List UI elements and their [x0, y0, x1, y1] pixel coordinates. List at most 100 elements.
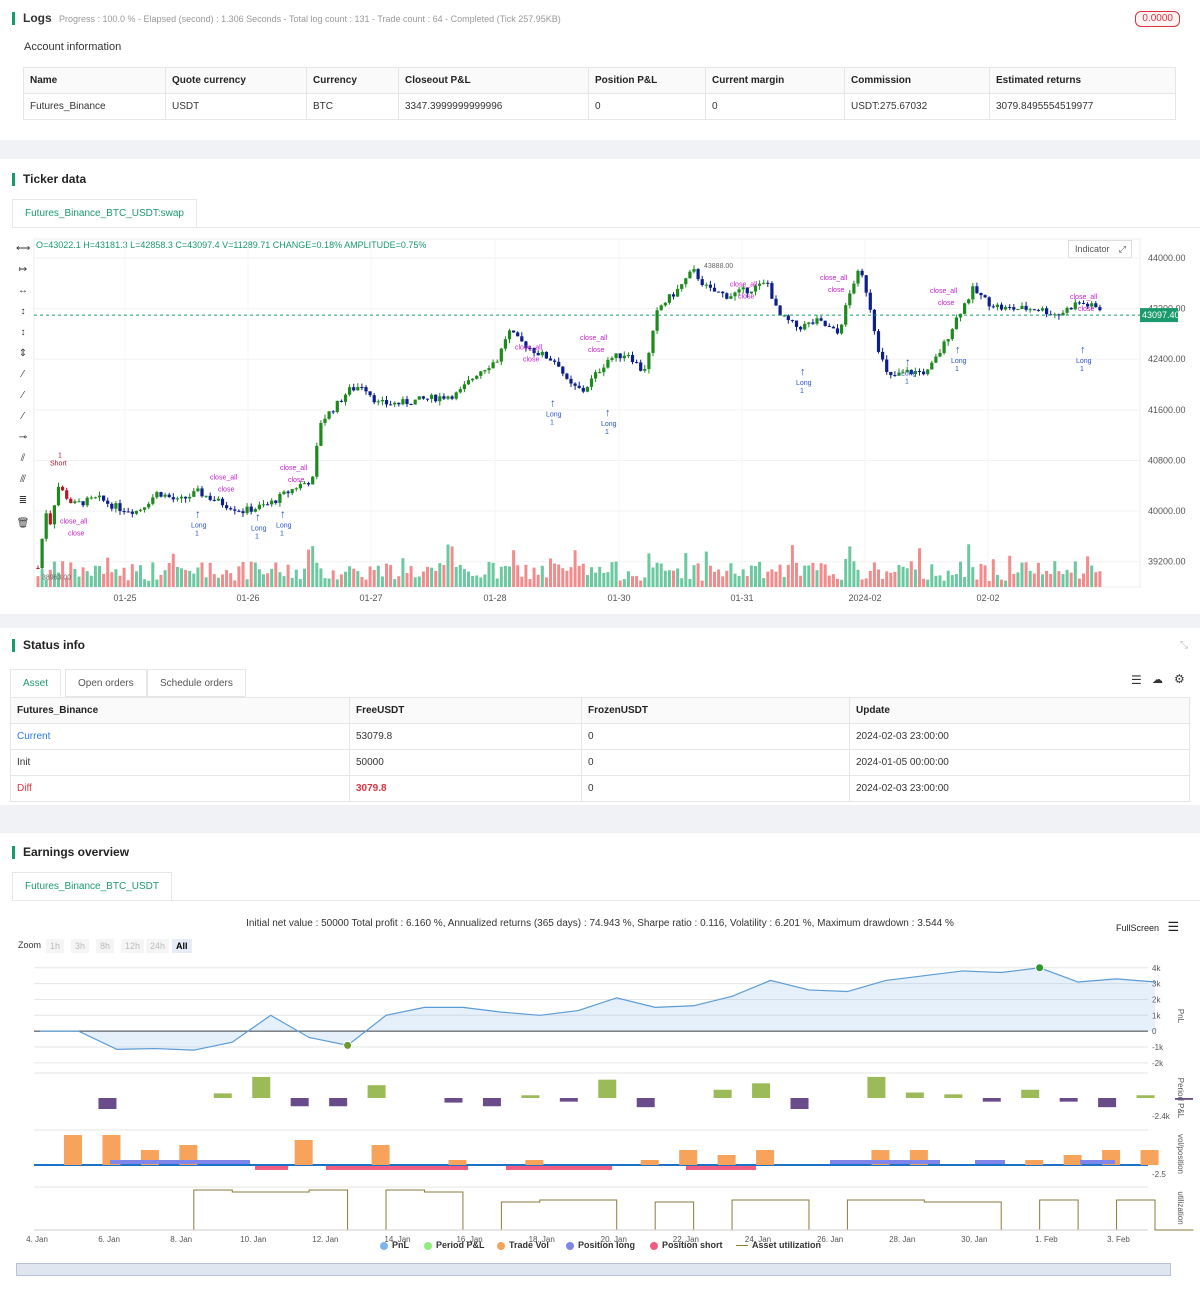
candle-body: [807, 322, 811, 324]
candle-body: [967, 299, 971, 304]
volume-bar: [401, 558, 405, 587]
x-tick-label: 8. Jan: [170, 1235, 192, 1244]
zoom-1h[interactable]: 1h: [46, 939, 65, 953]
candle-body: [786, 315, 790, 321]
volume-bar: [700, 580, 704, 587]
candle-body: [1040, 308, 1045, 311]
volume-bar: [544, 577, 548, 587]
collapse-icon[interactable]: ⤡: [1180, 640, 1188, 651]
candlestick-chart[interactable]: 44000.0043200.0042400.0041600.0040800.00…: [0, 234, 1200, 614]
volume-bar: [184, 569, 188, 587]
volume-bar: [963, 576, 967, 587]
horizontal-ray-icon[interactable]: ↦: [18, 264, 28, 275]
price-channel-icon[interactable]: ⫻: [20, 474, 26, 485]
candle-body: [438, 396, 442, 402]
candle-body: [954, 317, 958, 330]
segment-line-icon[interactable]: ⁄: [22, 411, 24, 422]
volume-bar: [1073, 561, 1077, 587]
legend-asset-utilization[interactable]: Asset utilization: [736, 1240, 821, 1250]
volume-bar: [57, 572, 60, 587]
candle-body: [327, 411, 331, 419]
candle-body: [237, 510, 241, 512]
long-arrow: ↑: [255, 512, 261, 524]
fibonacci-icon[interactable]: ≣: [18, 495, 28, 506]
x-tick-label: 6. Jan: [98, 1235, 120, 1244]
legend-pnl[interactable]: PnL: [380, 1240, 409, 1250]
tab-earnings-symbol[interactable]: Futures_Binance_BTC_USDT: [12, 872, 172, 900]
y-tick-label: 41600.00: [1148, 405, 1186, 415]
logs-badge[interactable]: 0.0000: [1135, 11, 1180, 27]
volume-bar: [532, 567, 536, 587]
volume-bar: [196, 567, 200, 587]
legend-trade-vol[interactable]: Trade Vol: [497, 1240, 549, 1250]
candle-body: [339, 400, 343, 402]
cloud-icon[interactable]: ☁: [1152, 674, 1163, 686]
candle-body: [495, 361, 499, 363]
candle-body: [475, 375, 479, 379]
menu-icon[interactable]: ☰: [1167, 919, 1180, 934]
signal-label: close_all: [930, 288, 958, 295]
volume-bar: [376, 565, 380, 587]
expand-icon[interactable]: ⤢: [1118, 244, 1126, 254]
volume-bar: [565, 570, 569, 587]
tab-open-orders[interactable]: Open orders: [65, 669, 147, 697]
earnings-chart[interactable]: 4k 3k 2k 1k 0 -1k -2k -2.4k -2.5 PnL Period P&L vol…: [0, 958, 1200, 1293]
legend-position-short[interactable]: Position short: [650, 1240, 723, 1250]
period-bar: [636, 1098, 655, 1108]
trash-icon[interactable]: 🗑: [16, 518, 30, 529]
candle-body: [425, 398, 430, 400]
trade-vol-bar: [756, 1150, 775, 1165]
asset-cell: 2024-02-03 23:00:00: [849, 775, 1190, 802]
volume-bar: [967, 544, 971, 587]
candle-body: [389, 404, 393, 406]
candle-body: [409, 404, 413, 406]
volume-bar: [405, 573, 409, 587]
tab-ticker-symbol[interactable]: Futures_Binance_BTC_USDT:swap: [12, 199, 197, 227]
earnings-summary: Initial net value : 50000 Total profit :…: [246, 918, 954, 929]
horizontal-line-icon[interactable]: ⟷: [16, 243, 31, 254]
candle-body: [971, 286, 975, 300]
price-tag: 43097.40: [1142, 310, 1180, 320]
ray-line-icon[interactable]: ⁄: [22, 390, 24, 401]
extended-line-icon[interactable]: ↔: [18, 285, 28, 296]
zoom-8h[interactable]: 8h: [96, 939, 115, 953]
price-line-icon[interactable]: ⊸: [18, 432, 28, 443]
navigator-scrollbar[interactable]: [16, 1263, 1171, 1276]
candle-body: [688, 271, 692, 279]
volume-bar: [487, 561, 491, 587]
volume-bar: [98, 566, 101, 587]
volume-bar: [413, 577, 417, 587]
gear-icon[interactable]: ⚙: [1174, 672, 1185, 686]
period-bar: [98, 1098, 117, 1109]
vertical-ray-icon[interactable]: ⇕: [18, 348, 28, 359]
list-icon[interactable]: ☰: [1131, 673, 1142, 687]
legend-position-long[interactable]: Position long: [566, 1240, 635, 1250]
candle-body: [1012, 307, 1016, 310]
period-bar: [252, 1076, 271, 1098]
candle-body: [200, 488, 204, 497]
zoom-3h[interactable]: 3h: [71, 939, 90, 953]
candle-body: [676, 288, 680, 297]
zoom-all[interactable]: All: [172, 939, 192, 953]
tab-asset[interactable]: Asset: [10, 669, 62, 697]
zoom-12h[interactable]: 12h: [121, 939, 145, 953]
fullscreen-button[interactable]: FullScreen ☰: [1116, 919, 1179, 935]
volume-bar: [770, 569, 774, 587]
candle-body: [1061, 312, 1065, 316]
long-label: 1: [605, 429, 609, 436]
volume-bar: [1028, 570, 1032, 587]
trend-line-icon[interactable]: ⁄: [22, 369, 24, 380]
zoom-24h[interactable]: 24h: [146, 939, 170, 953]
tab-schedule-orders[interactable]: Schedule orders: [147, 669, 246, 697]
trade-vol-bar: [525, 1160, 544, 1165]
candle-body: [225, 505, 229, 509]
legend-period-pnl[interactable]: Period P&L: [424, 1240, 485, 1250]
vertical-segment-icon[interactable]: ↕: [20, 327, 26, 338]
parallel-channel-icon[interactable]: ⫽: [20, 453, 26, 464]
vertical-line-icon[interactable]: ↕: [20, 306, 26, 317]
period-bar: [1021, 1089, 1040, 1098]
candle-body: [274, 500, 278, 503]
volume-bar: [73, 568, 77, 587]
volume-bar: [758, 561, 762, 587]
volume-bar: [331, 570, 335, 587]
